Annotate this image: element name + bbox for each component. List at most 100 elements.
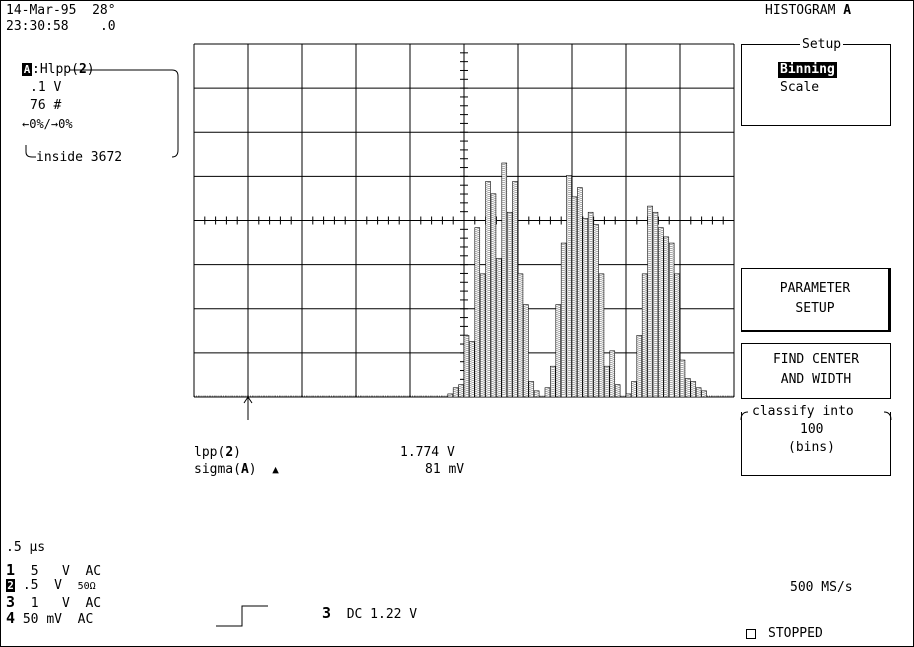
histogram-hatch [496,392,502,395]
histogram-hatch [566,331,573,334]
histogram-hatch [571,291,578,294]
histogram-bar [517,273,524,398]
histogram-hatch [566,295,573,298]
histogram-hatch [652,270,659,273]
histogram-hatch [512,375,519,378]
histogram-hatch [658,253,664,256]
histogram-hatch [490,326,497,329]
histogram-hatch [669,279,675,282]
histogram-hatch [463,335,470,338]
histogram-hatch [588,290,594,293]
histogram-hatch [507,212,513,215]
histogram-hatch [474,333,481,336]
histogram-hatch [652,284,659,287]
histogram-hatch [593,260,600,263]
histogram-hatch [512,267,519,270]
histogram-hatch [652,304,659,307]
histogram-hatch [674,308,681,311]
histogram-hatch [561,379,567,382]
histogram-hatch [588,268,594,271]
histogram-hatch [598,278,605,281]
histogram-hatch [474,319,481,322]
histogram-hatch [490,240,497,243]
histogram-hatch [593,254,600,257]
histogram-hatch [609,355,616,358]
histogram-hatch [593,344,600,347]
histogram-hatch [598,290,605,293]
histogram-hatch [588,278,594,281]
histogram-hatch [512,183,519,186]
histogram-hatch [663,257,670,260]
histogram-hatch [669,299,675,302]
parameter-setup-button[interactable]: PARAMETER SETUP [741,268,891,332]
histogram-hatch [669,371,675,374]
histogram-hatch [501,229,508,232]
histogram-hatch [463,341,470,344]
histogram-hatch [642,300,648,303]
histogram-hatch [485,307,492,310]
histogram-hatch [642,358,648,361]
histogram-hatch [512,385,519,388]
histogram-hatch [642,326,648,329]
histogram-hatch [496,382,502,385]
histogram-hatch [561,375,567,378]
histogram-hatch [561,361,567,364]
histogram-hatch [642,364,648,367]
histogram-hatch [588,384,594,387]
histogram-hatch [652,272,659,275]
histogram-hatch [566,343,573,346]
histogram-hatch [490,260,497,263]
histogram-hatch [496,356,502,359]
histogram-hatch [485,333,492,336]
histogram-hatch [485,273,492,276]
binning-option[interactable]: Binning [778,62,837,78]
histogram-hatch [480,378,486,381]
histogram-hatch [647,252,654,255]
histogram-hatch [512,247,519,250]
histogram-hatch [598,374,605,377]
histogram-hatch [577,261,583,264]
find-center-button[interactable]: FIND CENTER AND WIDTH [741,343,891,399]
histogram-hatch [480,334,486,337]
histogram-hatch [582,280,589,283]
histogram-hatch [647,390,654,393]
histogram-hatch [658,231,664,234]
histogram-hatch [642,290,648,293]
histogram-hatch [582,306,589,309]
histogram-hatch [593,354,600,357]
histogram-hatch [582,380,589,383]
histogram-hatch [663,263,670,266]
histogram-hatch [663,283,670,286]
histogram-hatch [604,390,610,393]
histogram-hatch [582,354,589,357]
histogram-hatch [561,355,567,358]
histogram-hatch [647,250,654,253]
mode-title: HISTOGRAM A [765,3,852,18]
histogram-hatch [663,335,670,338]
histogram-bar [458,384,464,398]
histogram-hatch [480,360,486,363]
histogram-hatch [501,297,508,300]
histogram-hatch [453,390,459,393]
classify-control[interactable] [741,412,891,476]
histogram-hatch [636,373,643,376]
histogram-hatch [658,293,664,296]
histogram-hatch [571,247,578,250]
histogram-hatch [507,258,513,261]
histogram-hatch [501,223,508,226]
scale-option[interactable]: Scale [780,80,820,95]
histogram-hatch [642,322,648,325]
histogram-hatch [577,291,583,294]
histogram-hatch [501,341,508,344]
histogram-hatch [636,377,643,380]
histogram-hatch [474,365,481,368]
histogram-hatch [669,273,675,276]
histogram-hatch [490,196,497,199]
histogram-hatch [588,390,594,393]
histogram-hatch [652,350,659,353]
histogram-hatch [474,321,481,324]
histogram-hatch [571,277,578,280]
histogram-hatch [571,363,578,366]
histogram-hatch [566,219,573,222]
histogram-hatch [485,249,492,252]
